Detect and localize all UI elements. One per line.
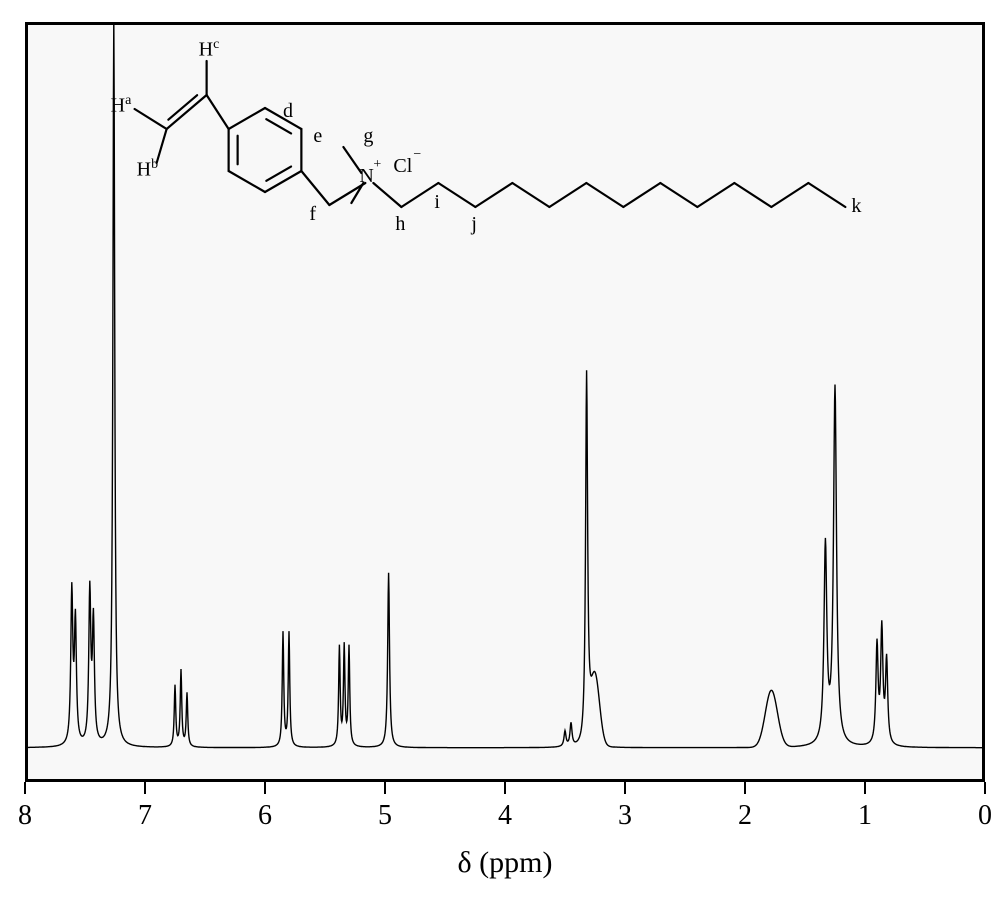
label-i: i (434, 191, 440, 214)
x-tick-label: 3 (595, 800, 655, 832)
x-tick-mark (24, 782, 26, 794)
x-tick-mark (264, 782, 266, 794)
label-N: N (359, 165, 373, 188)
x-tick-label: 8 (0, 800, 55, 832)
label-Hb: Hb (137, 157, 158, 182)
label-Hc: Hc (199, 37, 220, 62)
x-tick-mark (864, 782, 866, 794)
x-tick-label: 1 (835, 800, 895, 832)
label-j: j (471, 213, 477, 236)
label-Cl: Cl (393, 155, 412, 178)
x-tick-mark (384, 782, 386, 794)
plot-frame (25, 22, 985, 782)
x-axis-label: δ (ppm) (25, 846, 985, 880)
x-tick-mark (744, 782, 746, 794)
x-tick-label: 2 (715, 800, 775, 832)
label-h: h (395, 213, 405, 236)
x-tick-mark (624, 782, 626, 794)
x-tick-label: 7 (115, 800, 175, 832)
x-tick-label: 5 (355, 800, 415, 832)
x-tick-mark (984, 782, 986, 794)
label-e: e (313, 125, 322, 148)
label-f: f (309, 203, 316, 226)
x-tick-label: 0 (955, 800, 1000, 832)
label-d: d (283, 100, 293, 123)
label-Cl-minus: − (413, 147, 421, 163)
x-tick-label: 4 (475, 800, 535, 832)
label-g: g (363, 125, 373, 148)
label-N-plus: + (373, 157, 381, 173)
label-k: k (851, 195, 861, 218)
nmr-figure: 8 7 6 5 4 3 2 1 0 δ (ppm) Ha Hb Hc de f N+g Cl− h i j k (0, 0, 1000, 915)
x-tick-mark (504, 782, 506, 794)
label-Ha: Ha (111, 93, 132, 118)
x-tick-label: 6 (235, 800, 295, 832)
x-tick-mark (144, 782, 146, 794)
